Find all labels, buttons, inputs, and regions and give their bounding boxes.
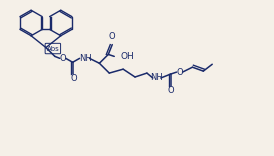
Text: NH: NH: [150, 73, 163, 83]
Text: O: O: [59, 54, 66, 63]
FancyBboxPatch shape: [45, 43, 61, 54]
Text: O: O: [176, 68, 183, 77]
Text: O: O: [70, 74, 77, 83]
Text: O: O: [167, 86, 174, 95]
Text: OH: OH: [120, 52, 134, 61]
Text: NH: NH: [79, 54, 92, 63]
Text: Abs: Abs: [47, 46, 59, 51]
Text: O: O: [109, 32, 116, 41]
